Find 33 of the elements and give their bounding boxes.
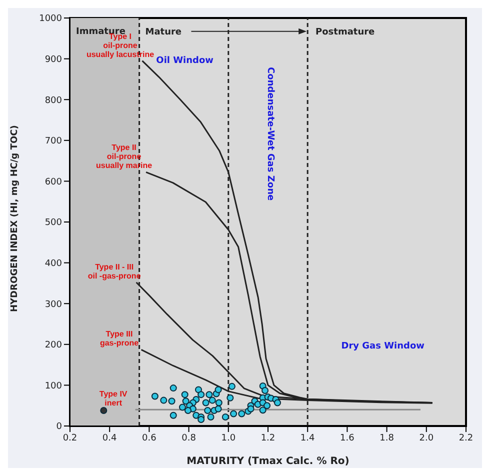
series-label: Type III gas-prone xyxy=(100,330,140,348)
y-tick-label: 0 xyxy=(56,422,62,432)
x-tick-label: 2.2 xyxy=(458,433,474,444)
annotation: Oil Window xyxy=(156,56,214,66)
y-axis-title: HYDROGEN INDEX (HI, mg HC/g TOC) xyxy=(10,125,20,312)
annotation: Dry Gas Window xyxy=(341,341,424,352)
y-tick-label: 500 xyxy=(44,218,62,228)
x-tick-label: 1.0 xyxy=(221,433,236,444)
y-tick-label: 600 xyxy=(44,177,62,188)
x-axis-title: MATURITY (Tmax Calc. % Ro) xyxy=(186,456,350,467)
y-tick-label: 400 xyxy=(44,258,62,269)
x-tick-label: 2.0 xyxy=(419,433,434,444)
x-tick-label: 1.2 xyxy=(260,433,276,444)
x-tick-label: 1.4 xyxy=(300,433,316,444)
y-tick-label: 300 xyxy=(44,300,62,310)
x-tick-label: 1.6 xyxy=(340,433,355,444)
y-tick-label: 200 xyxy=(44,340,62,351)
x-tick-label: 0.4 xyxy=(102,433,118,444)
annotation: Condensate-Wet Gas Zone xyxy=(265,66,275,201)
series-label: Type II - III oil -gas-prone xyxy=(88,262,142,280)
x-tick-label: 1.8 xyxy=(380,433,394,444)
x-tick-label: 0.2 xyxy=(62,433,78,444)
x-tick-label: 0.8 xyxy=(182,433,196,444)
y-tick-label: 1000 xyxy=(39,14,62,24)
series-label: Type IV inert xyxy=(99,390,128,408)
series-label: Type II oil-prone usually marine xyxy=(96,143,153,170)
x-tick-label: 0.6 xyxy=(142,433,157,444)
y-tick-label: 900 xyxy=(44,54,62,65)
y-tick-label: 800 xyxy=(44,96,62,106)
y-tick-label: 100 xyxy=(44,381,62,392)
annotation: Mature xyxy=(145,27,182,38)
y-tick-label: 700 xyxy=(44,136,62,147)
annotation: Postmature xyxy=(316,27,375,38)
